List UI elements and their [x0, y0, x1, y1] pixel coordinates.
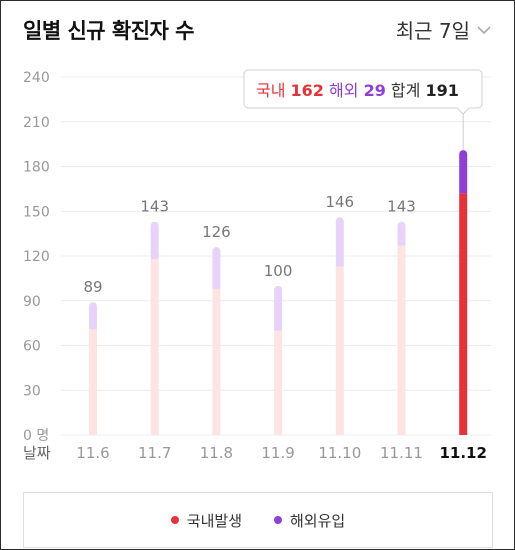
- bar-domestic: [212, 288, 221, 435]
- tooltip-total-value: 191: [425, 81, 458, 100]
- bar-total-label: 89: [83, 278, 102, 296]
- bar-overseas: [459, 150, 468, 194]
- y-tick-label: 150: [23, 204, 50, 220]
- tooltip-domestic-value: 162: [291, 81, 324, 100]
- chevron-down-icon: [477, 25, 491, 34]
- bar-total-label: 143: [387, 198, 416, 216]
- tooltip-domestic-label: 국내: [256, 81, 291, 100]
- x-tick-label: 11.7: [138, 444, 171, 462]
- page-title: 일별 신규 확진자 수: [23, 19, 195, 43]
- bar-overseas: [274, 285, 283, 331]
- bar-domestic: [459, 193, 468, 435]
- bar-total-label: 100: [264, 262, 293, 280]
- period-label: 최근 7일: [395, 19, 470, 43]
- y-tick-label: 0 명: [23, 428, 49, 444]
- y-tick-label: 210: [23, 115, 50, 131]
- tooltip-overseas-label: 해외: [324, 81, 364, 100]
- tooltip-box: [243, 69, 483, 109]
- y-tick-label: 90: [23, 294, 41, 310]
- bar-domestic: [397, 245, 406, 435]
- y-tick-label: 180: [23, 160, 50, 176]
- bar-domestic: [150, 258, 159, 435]
- y-tick-label: 30: [23, 383, 41, 399]
- x-tick-label: 11.11: [380, 444, 423, 462]
- y-tick-label: 120: [23, 249, 50, 265]
- bar-total-label: 146: [325, 193, 354, 211]
- x-tick-label: 11.9: [261, 444, 294, 462]
- x-axis-title: 날짜: [23, 444, 51, 462]
- x-tick-label: 11.12: [439, 444, 486, 462]
- chart-legend: 국내발생 해외유입: [23, 492, 493, 548]
- bar-overseas: [150, 221, 159, 259]
- tooltip-pointer: [456, 107, 470, 115]
- legend-dot-overseas: [274, 516, 282, 524]
- x-tick-label: 11.6: [76, 444, 109, 462]
- bar-overseas: [397, 221, 406, 246]
- legend-item-overseas: 해외유입: [274, 510, 345, 531]
- bar-chart: 0 명 30 60 90 120 150 180 210 240 날짜 89 11.6 143 11.7 1…: [23, 69, 491, 462]
- legend-item-domestic: 국내발생: [170, 510, 242, 531]
- bar-domestic: [89, 329, 97, 435]
- legend-label-overseas: 해외유입: [290, 511, 346, 530]
- bar-domestic: [335, 266, 344, 435]
- tooltip-total-label: 합계: [386, 81, 426, 100]
- legend-label-domestic: 국내발생: [186, 511, 242, 530]
- bar-overseas: [335, 217, 344, 267]
- bar-domestic: [274, 330, 283, 435]
- y-tick-label: 60: [23, 339, 41, 355]
- x-tick-label: 11.8: [200, 444, 233, 462]
- legend-dot-domestic: [170, 516, 179, 524]
- bar-overseas: [212, 247, 221, 289]
- tooltip-overseas-value: 29: [364, 81, 386, 100]
- x-tick-label: 11.10: [318, 444, 361, 462]
- y-tick-label: 240: [23, 70, 50, 86]
- bar-total-label: 143: [140, 198, 169, 216]
- bar-total-label: 126: [202, 223, 231, 241]
- period-select[interactable]: 최근 7일: [396, 15, 492, 44]
- tooltip-text: 국내 162 해외 29 합계 191: [256, 81, 459, 100]
- bar-overseas: [89, 302, 97, 330]
